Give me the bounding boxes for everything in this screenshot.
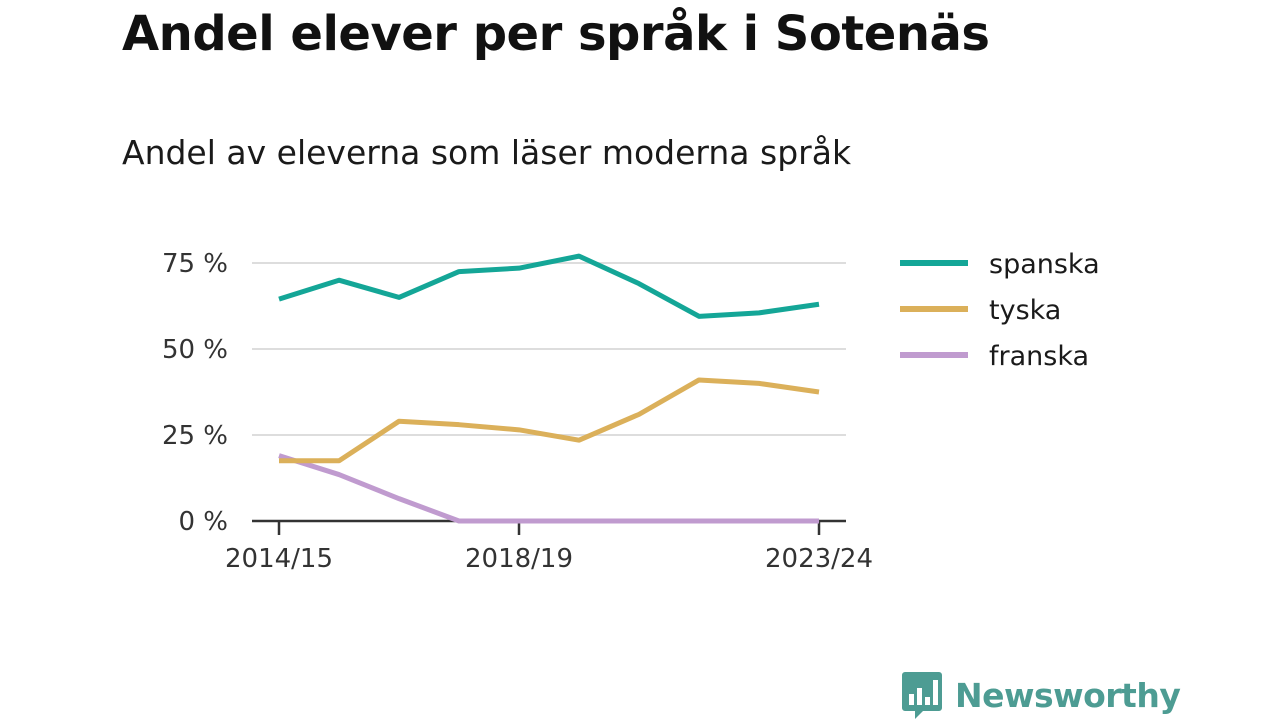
y-tick-label: 25 % (162, 421, 228, 451)
chart-title: Andel elever per språk i Sotenäs (122, 6, 990, 62)
x-tick-label: 2014/15 (225, 544, 333, 574)
legend-label-tyska: tyska (989, 295, 1061, 326)
series-line-spanska (278, 253, 820, 319)
y-tick-label: 0 % (178, 507, 228, 537)
legend-label-spanska: spanska (989, 249, 1100, 280)
series-line-tyska (279, 377, 820, 464)
chart-subtitle: Andel av eleverna som läser moderna språ… (122, 133, 852, 172)
y-tick-label: 75 % (162, 249, 228, 279)
legend-label-franska: franska (989, 341, 1089, 372)
grid-lines (252, 262, 846, 436)
axes: 0 % 25 % 50 % 75 % 2014/15 2018/19 2023/24 (162, 249, 873, 574)
series-line-franska (278, 453, 819, 524)
y-tick-label: 50 % (162, 335, 228, 365)
bar-chart-speech-bubble-icon (902, 672, 942, 719)
series-lines (278, 253, 820, 524)
x-tick-label: 2018/19 (465, 544, 573, 574)
legend: spanska tyska franska (900, 249, 1100, 372)
x-tick-label: 2023/24 (765, 544, 873, 574)
logo-text: Newsworthy (955, 675, 1181, 715)
newsworthy-logo: Newsworthy (901, 670, 1181, 720)
